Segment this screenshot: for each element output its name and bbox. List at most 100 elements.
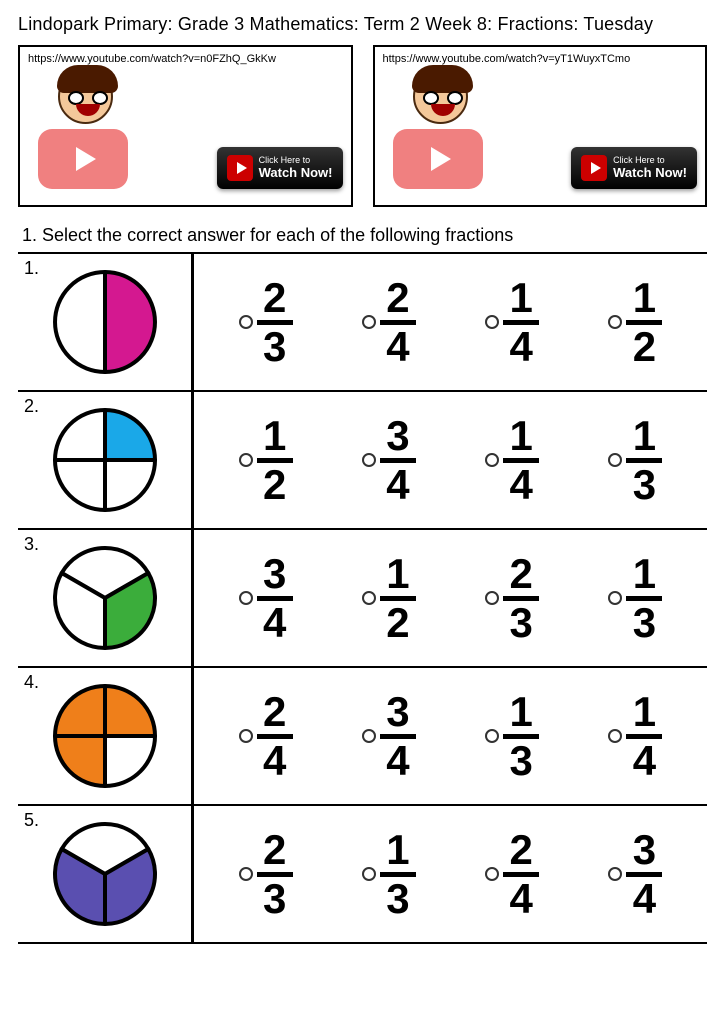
denominator: 4 <box>509 465 532 505</box>
answer-option[interactable]: 1 3 <box>485 692 539 781</box>
numerator: 1 <box>633 692 656 732</box>
page-title: Lindopark Primary: Grade 3 Mathematics: … <box>18 14 707 35</box>
radio-icon[interactable] <box>239 867 253 881</box>
options-cell: 2 3 2 4 1 <box>194 254 707 390</box>
question-row: 4. 2 4 3 4 <box>18 668 707 806</box>
denominator: 4 <box>386 465 409 505</box>
radio-icon[interactable] <box>362 453 376 467</box>
numerator: 2 <box>263 278 286 318</box>
denominator: 3 <box>633 465 656 505</box>
fraction-display: 3 4 <box>380 692 416 781</box>
numerator: 2 <box>263 692 286 732</box>
answer-option[interactable]: 1 3 <box>608 554 662 643</box>
question-row: 3. 3 4 1 2 <box>18 530 707 668</box>
video-row: https://www.youtube.com/watch?v=n0FZhQ_G… <box>18 45 707 207</box>
play-icon <box>227 155 253 181</box>
answer-option[interactable]: 2 4 <box>485 830 539 919</box>
denominator: 2 <box>386 603 409 643</box>
video-url-1[interactable]: https://www.youtube.com/watch?v=n0FZhQ_G… <box>28 53 343 65</box>
answer-option[interactable]: 3 4 <box>362 416 416 505</box>
answer-option[interactable]: 2 3 <box>485 554 539 643</box>
radio-icon[interactable] <box>239 315 253 329</box>
answer-option[interactable]: 2 3 <box>239 830 293 919</box>
answer-option[interactable]: 1 3 <box>608 416 662 505</box>
radio-icon[interactable] <box>239 591 253 605</box>
video-url-2[interactable]: https://www.youtube.com/watch?v=yT1WuyxT… <box>383 53 698 65</box>
answer-option[interactable]: 2 4 <box>239 692 293 781</box>
fraction-display: 1 2 <box>257 416 293 505</box>
question-number: 4. <box>24 672 39 693</box>
radio-icon[interactable] <box>239 729 253 743</box>
radio-icon[interactable] <box>608 453 622 467</box>
numerator: 1 <box>509 416 532 456</box>
answer-option[interactable]: 1 4 <box>485 416 539 505</box>
radio-icon[interactable] <box>485 591 499 605</box>
fraction-display: 3 4 <box>257 554 293 643</box>
cartoon-character <box>383 69 493 189</box>
radio-icon[interactable] <box>485 315 499 329</box>
answer-option[interactable]: 2 4 <box>362 278 416 367</box>
pie-chart-cell <box>18 530 194 666</box>
options-cell: 2 4 3 4 1 <box>194 668 707 804</box>
denominator: 4 <box>263 741 286 781</box>
numerator: 1 <box>633 278 656 318</box>
pie-chart-cell <box>18 254 194 390</box>
numerator: 1 <box>509 692 532 732</box>
answer-option[interactable]: 1 2 <box>362 554 416 643</box>
fraction-display: 1 2 <box>380 554 416 643</box>
fraction-display: 1 3 <box>626 554 662 643</box>
answer-option[interactable]: 3 4 <box>239 554 293 643</box>
answer-option[interactable]: 1 2 <box>239 416 293 505</box>
denominator: 4 <box>263 603 286 643</box>
radio-icon[interactable] <box>362 729 376 743</box>
youtube-play-icon[interactable] <box>38 129 128 189</box>
instruction-text: 1. Select the correct answer for each of… <box>18 225 707 246</box>
youtube-play-icon[interactable] <box>393 129 483 189</box>
radio-icon[interactable] <box>608 591 622 605</box>
questions-table: 1. 2 3 2 4 <box>18 252 707 944</box>
denominator: 2 <box>263 465 286 505</box>
denominator: 4 <box>633 879 656 919</box>
options-cell: 3 4 1 2 2 <box>194 530 707 666</box>
play-icon <box>581 155 607 181</box>
watch-now-button-1[interactable]: Click Here to Watch Now! <box>217 147 343 189</box>
watch-now-button-2[interactable]: Click Here to Watch Now! <box>571 147 697 189</box>
radio-icon[interactable] <box>485 453 499 467</box>
numerator: 1 <box>633 554 656 594</box>
radio-icon[interactable] <box>362 867 376 881</box>
fraction-display: 1 4 <box>503 416 539 505</box>
video-box-1: https://www.youtube.com/watch?v=n0FZhQ_G… <box>18 45 353 207</box>
answer-option[interactable]: 1 4 <box>608 692 662 781</box>
numerator: 2 <box>386 278 409 318</box>
denominator: 3 <box>509 741 532 781</box>
answer-option[interactable]: 1 3 <box>362 830 416 919</box>
watch-label-big: Watch Now! <box>259 166 333 180</box>
answer-option[interactable]: 3 4 <box>608 830 662 919</box>
denominator: 4 <box>386 741 409 781</box>
answer-option[interactable]: 1 4 <box>485 278 539 367</box>
fraction-display: 2 3 <box>503 554 539 643</box>
numerator: 1 <box>386 554 409 594</box>
radio-icon[interactable] <box>239 453 253 467</box>
numerator: 1 <box>386 830 409 870</box>
radio-icon[interactable] <box>608 729 622 743</box>
pie-chart-cell <box>18 668 194 804</box>
radio-icon[interactable] <box>608 867 622 881</box>
numerator: 1 <box>633 416 656 456</box>
radio-icon[interactable] <box>362 591 376 605</box>
radio-icon[interactable] <box>608 315 622 329</box>
cartoon-character <box>28 69 138 189</box>
denominator: 3 <box>263 879 286 919</box>
radio-icon[interactable] <box>485 729 499 743</box>
numerator: 2 <box>509 554 532 594</box>
answer-option[interactable]: 3 4 <box>362 692 416 781</box>
numerator: 2 <box>509 830 532 870</box>
numerator: 3 <box>263 554 286 594</box>
answer-option[interactable]: 1 2 <box>608 278 662 367</box>
numerator: 2 <box>263 830 286 870</box>
radio-icon[interactable] <box>362 315 376 329</box>
question-number: 5. <box>24 810 39 831</box>
radio-icon[interactable] <box>485 867 499 881</box>
denominator: 3 <box>263 327 286 367</box>
answer-option[interactable]: 2 3 <box>239 278 293 367</box>
